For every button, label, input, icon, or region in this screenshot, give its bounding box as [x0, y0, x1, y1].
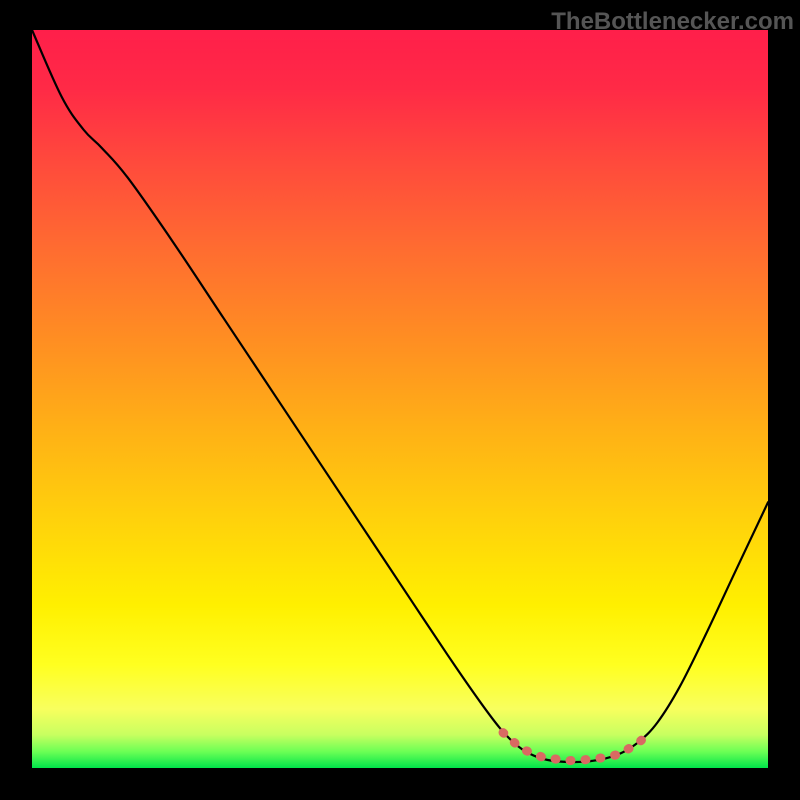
chart-stage: TheBottlenecker.com	[0, 0, 800, 800]
chart-gradient-bg	[32, 30, 768, 768]
bottleneck-chart	[0, 0, 800, 800]
watermark-text: TheBottlenecker.com	[551, 8, 794, 36]
